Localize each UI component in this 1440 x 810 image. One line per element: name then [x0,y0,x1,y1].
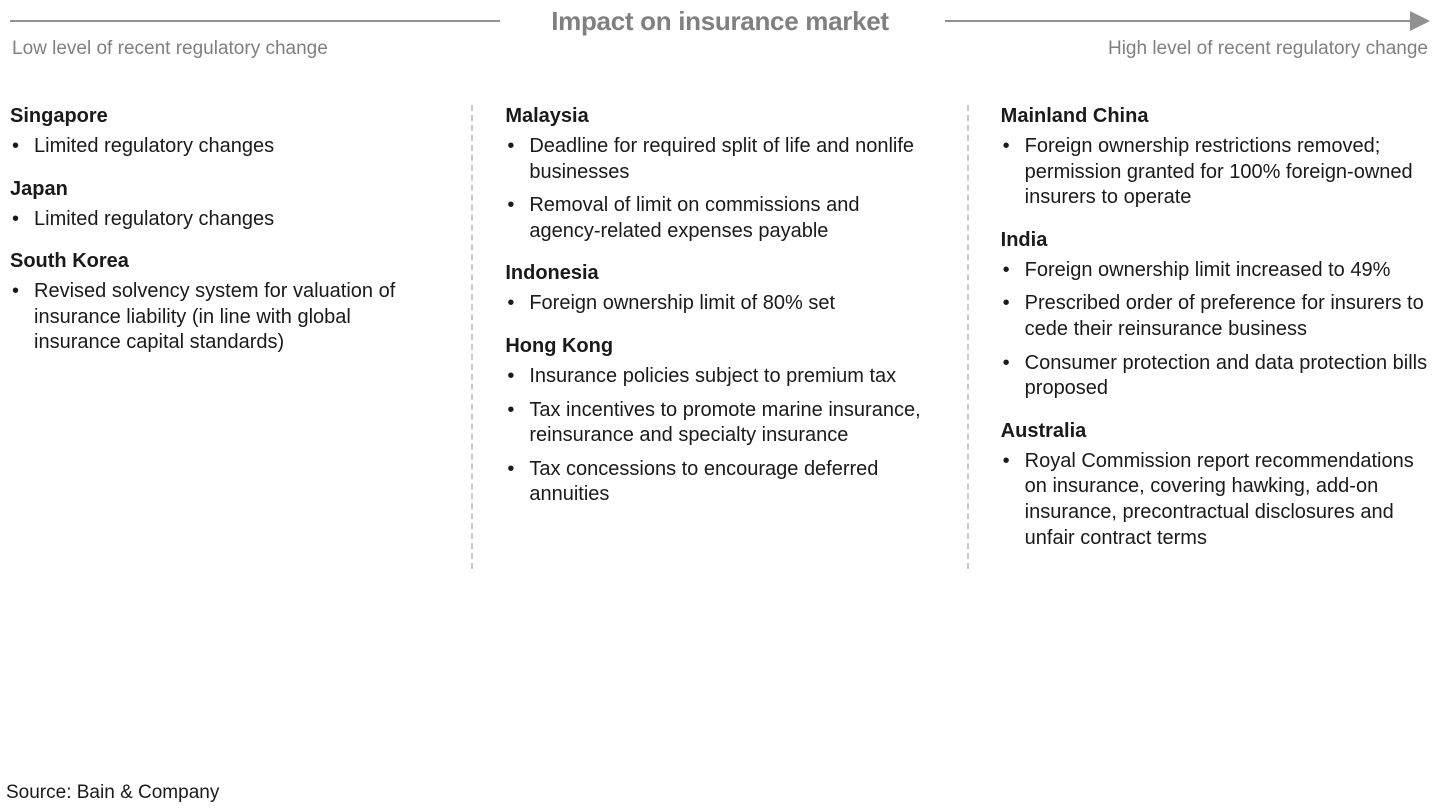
axis-left-label: Low level of recent regulatory change [12,38,328,60]
list-item: Foreign ownership restrictions removed; … [1001,134,1430,211]
country-block: Mainland China Foreign ownership restric… [1001,105,1430,211]
country-name: Australia [1001,420,1430,443]
country-block: South Korea Revised solvency system for … [10,250,439,356]
list-item: Tax concessions to encourage deferred an… [505,457,934,508]
bullet-list: Foreign ownership restrictions removed; … [1001,134,1430,211]
arrow-right-icon [1410,11,1430,31]
spectrum-axis: Impact on insurance market [10,8,1430,34]
list-item: Consumer protection and data protection … [1001,351,1430,402]
bullet-list: Revised solvency system for valuation of… [10,279,439,356]
country-block: Singapore Limited regulatory changes [10,105,439,160]
list-item: Foreign ownership limit of 80% set [505,291,934,317]
bullet-list: Limited regulatory changes [10,134,439,160]
list-item: Removal of limit on commissions and agen… [505,193,934,244]
list-item: Limited regulatory changes [10,134,439,160]
source-attribution: Source: Bain & Company [6,782,219,804]
list-item: Royal Commission report recommen­dations… [1001,449,1430,551]
list-item: Prescribed order of preference for insur… [1001,291,1430,342]
list-item: Tax incentives to promote marine insuran… [505,398,934,449]
list-item: Insurance policies subject to premium ta… [505,364,934,390]
bullet-list: Insurance policies subject to premium ta… [505,364,934,508]
list-item: Foreign ownership limit increased to 49% [1001,258,1430,284]
axis-line-right [945,20,1412,22]
country-block: India Foreign ownership limit increased … [1001,229,1430,402]
bullet-list: Deadline for required split of life and … [505,134,934,244]
bullet-list: Foreign ownership limit of 80% set [505,291,934,317]
country-name: Singapore [10,105,439,128]
axis-right-label: High level of recent regulatory change [1108,38,1428,60]
list-item: Limited regulatory changes [10,207,439,233]
country-name: Indonesia [505,262,934,285]
column-mid: Malaysia Deadline for required split of … [477,105,962,569]
country-name: Malaysia [505,105,934,128]
country-name: India [1001,229,1430,252]
country-block: Japan Limited regulatory changes [10,178,439,233]
columns-container: Singapore Limited regulatory changes Jap… [10,105,1430,569]
column-low: Singapore Limited regulatory changes Jap… [10,105,467,569]
bullet-list: Foreign ownership limit increased to 49%… [1001,258,1430,402]
country-block: Hong Kong Insurance policies subject to … [505,335,934,508]
bullet-list: Royal Commission report recommen­dations… [1001,449,1430,551]
list-item: Revised solvency system for valuation of… [10,279,439,356]
vertical-divider [967,105,969,569]
country-name: South Korea [10,250,439,273]
axis-sublabels: Low level of recent regulatory change Hi… [10,38,1430,60]
list-item: Deadline for required split of life and … [505,134,934,185]
country-block: Indonesia Foreign ownership limit of 80%… [505,262,934,317]
country-block: Malaysia Deadline for required split of … [505,105,934,244]
country-block: Australia Royal Commission report recomm… [1001,420,1430,551]
vertical-divider [471,105,473,569]
column-high: Mainland China Foreign ownership restric… [973,105,1430,569]
bullet-list: Limited regulatory changes [10,207,439,233]
country-name: Japan [10,178,439,201]
country-name: Mainland China [1001,105,1430,128]
country-name: Hong Kong [505,335,934,358]
